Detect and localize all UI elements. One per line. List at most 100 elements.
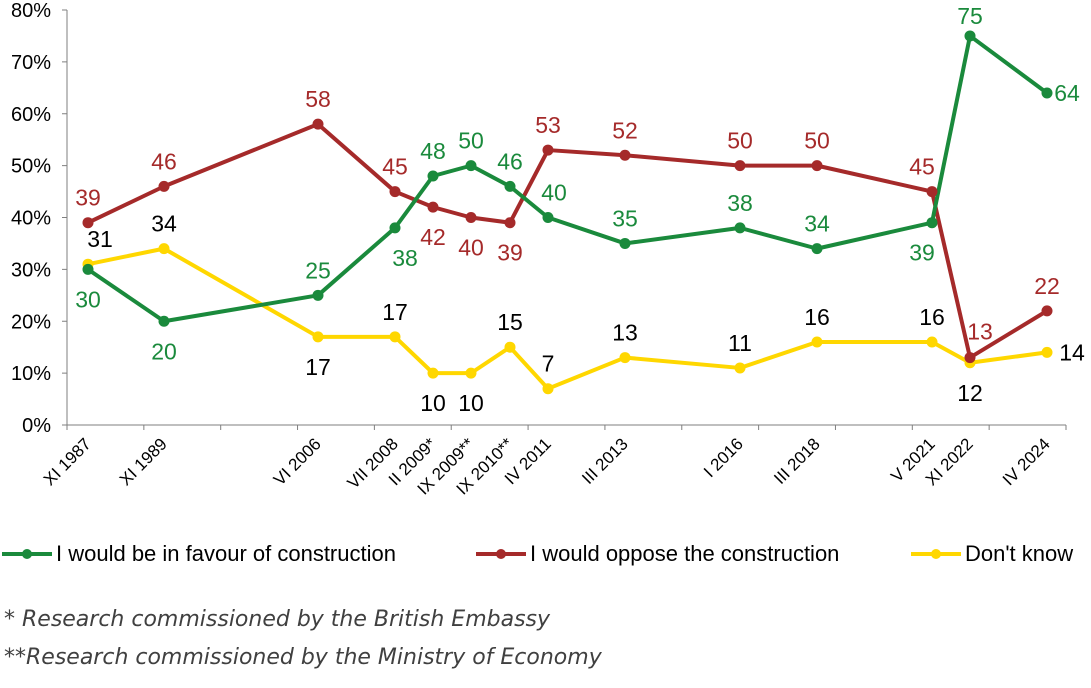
data-point [926, 186, 938, 198]
data-label: 40 [541, 180, 567, 206]
data-point [964, 30, 976, 42]
data-point [312, 331, 324, 343]
data-label: 7 [542, 351, 555, 377]
data-label: 50 [804, 128, 830, 154]
data-label: 30 [75, 286, 101, 312]
x-tick-label: XI 1987 [40, 434, 95, 489]
data-label: 48 [420, 138, 446, 164]
data-label: 34 [151, 211, 177, 237]
data-point [389, 222, 401, 234]
data-label: 39 [497, 240, 523, 266]
data-label: 11 [728, 330, 752, 356]
x-tick-label: XI 1989 [116, 434, 171, 489]
data-point [389, 186, 401, 198]
x-tick-label: IV 2024 [999, 434, 1054, 489]
data-point [964, 352, 976, 364]
data-point [427, 201, 439, 213]
legend-label-dont-know: Don't know [965, 541, 1074, 566]
y-tick-label: 20% [11, 311, 51, 333]
data-label: 15 [497, 309, 523, 335]
data-point [1041, 346, 1053, 358]
data-point [619, 149, 631, 161]
y-tick-label: 50% [11, 156, 51, 178]
legend-item-dont-know[interactable]: Don't know [909, 538, 1073, 570]
data-label: 50 [458, 128, 484, 154]
data-label: 45 [909, 154, 935, 180]
data-point [926, 217, 938, 229]
data-point [158, 315, 170, 327]
y-tick-label: 80% [11, 0, 51, 22]
data-label: 38 [727, 190, 753, 216]
line-chart: 0% 10% 20% 30% 40% 50% 60% 70% 80% XI 1987 XI 1989… [11, 0, 1085, 499]
data-point [312, 118, 324, 130]
legend-item-favour[interactable]: I would be in favour of construction [0, 538, 396, 570]
x-tick-label: III 2018 [770, 434, 824, 488]
legend: I would be in favour of construction I w… [0, 538, 1091, 570]
data-label: 10 [458, 390, 484, 416]
x-tick-label: VI 2006 [270, 434, 325, 489]
data-label: 46 [151, 148, 177, 174]
data-point [465, 160, 477, 172]
data-label: 20 [151, 338, 177, 364]
y-tick-label: 70% [11, 52, 51, 74]
data-label: 64 [1054, 80, 1080, 106]
data-label: 40 [458, 235, 484, 261]
series-line-2 [87, 246, 1048, 391]
data-point [734, 160, 746, 172]
data-label: 17 [305, 354, 331, 380]
data-point [82, 217, 94, 229]
data-point [734, 362, 746, 374]
data-label: 39 [909, 240, 935, 266]
legend-label-favour: I would be in favour of construction [56, 541, 396, 566]
data-label: 53 [535, 112, 561, 138]
data-point [312, 289, 324, 301]
data-point [504, 341, 516, 353]
data-point [542, 144, 554, 156]
data-label: 38 [392, 245, 418, 271]
data-label: 42 [420, 224, 446, 250]
legend-label-oppose: I would oppose the construction [530, 541, 840, 566]
y-tick-label: 30% [11, 259, 51, 281]
data-point [158, 243, 170, 255]
data-label: 25 [305, 257, 331, 283]
data-point [811, 160, 823, 172]
data-label: 35 [612, 205, 638, 231]
data-point [811, 243, 823, 255]
data-label: 12 [957, 380, 983, 406]
data-label: 16 [919, 304, 945, 330]
data-point [465, 212, 477, 223]
x-tick-label: III 2013 [578, 434, 632, 488]
data-label: 16 [804, 304, 830, 330]
data-point [504, 180, 516, 192]
y-tick-label: 10% [11, 363, 51, 385]
data-label: 13 [612, 320, 638, 346]
series-line-1 [87, 122, 1049, 360]
data-label: 52 [612, 117, 638, 143]
data-label: 75 [957, 3, 983, 29]
data-label: 58 [305, 86, 331, 112]
footnote-british-embassy: * Research commissioned by the British E… [4, 607, 551, 632]
data-label: 10 [420, 390, 446, 416]
data-label: 22 [1034, 273, 1060, 299]
data-point [1041, 305, 1053, 317]
data-label: 13 [967, 319, 993, 345]
legend-swatch-oppose [476, 549, 526, 559]
legend-item-oppose[interactable]: I would oppose the construction [474, 538, 839, 570]
data-label: 31 [87, 226, 113, 252]
x-tick-label: I 2016 [700, 434, 747, 481]
data-label: 46 [497, 148, 523, 174]
data-point [542, 212, 554, 223]
data-point [389, 331, 401, 343]
data-point [619, 237, 631, 249]
data-point [1041, 87, 1053, 99]
data-label: 39 [75, 185, 101, 211]
data-point [465, 367, 477, 379]
legend-swatch-favour [2, 549, 52, 559]
data-label: 45 [382, 154, 408, 180]
data-label: 34 [804, 211, 830, 237]
data-point [82, 263, 94, 275]
data-point [619, 352, 631, 364]
footnote-ministry-of-economy: **Research commissioned by the Ministry … [4, 645, 602, 670]
y-tick-label: 60% [11, 104, 51, 126]
y-tick-label: 40% [11, 208, 51, 230]
